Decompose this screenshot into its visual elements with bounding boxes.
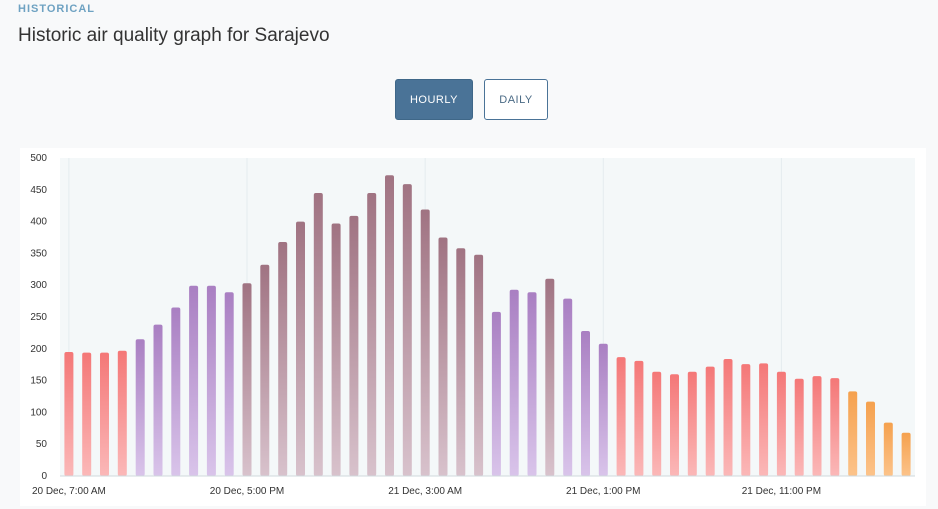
bar[interactable] (402, 184, 412, 476)
bar[interactable] (687, 371, 697, 476)
bar[interactable] (812, 376, 822, 476)
y-tick-label: 350 (30, 248, 47, 259)
page-title: Historic air quality graph for Sarajevo (18, 25, 330, 46)
bar[interactable] (135, 339, 145, 476)
bar[interactable] (171, 307, 181, 477)
x-tick-label: 21 Dec, 11:00 PM (742, 486, 821, 497)
bar[interactable] (634, 360, 644, 476)
bar[interactable] (296, 221, 305, 476)
bar[interactable] (866, 401, 875, 476)
y-tick-label: 250 (30, 312, 47, 323)
x-tick-label: 20 Dec, 5:00 PM (210, 486, 284, 497)
x-tick-label: 21 Dec, 3:00 AM (388, 486, 462, 497)
y-tick-label: 0 (41, 471, 47, 482)
bar[interactable] (581, 331, 590, 476)
daily-button[interactable]: DAILY (484, 79, 548, 120)
bar[interactable] (313, 193, 323, 476)
bar[interactable] (438, 237, 448, 477)
x-tick-label: 21 Dec, 1:00 PM (566, 486, 640, 497)
bar[interactable] (848, 391, 858, 476)
bar[interactable] (705, 366, 715, 476)
bar[interactable] (117, 350, 127, 476)
bar[interactable] (741, 364, 751, 476)
bar[interactable] (474, 254, 484, 476)
bar[interactable] (830, 378, 840, 476)
bar[interactable] (420, 209, 430, 477)
bar[interactable] (563, 298, 573, 476)
y-tick-label: 100 (30, 407, 47, 418)
y-tick-label: 200 (30, 344, 47, 355)
bar[interactable] (100, 352, 109, 476)
y-tick-label: 150 (30, 376, 47, 387)
bar[interactable] (331, 223, 341, 477)
x-tick-label: 20 Dec, 7:00 AM (32, 486, 106, 497)
bar[interactable] (64, 352, 74, 476)
bar[interactable] (189, 285, 199, 476)
y-tick-label: 300 (30, 280, 47, 291)
bar[interactable] (278, 242, 288, 476)
bar[interactable] (509, 289, 519, 476)
bar[interactable] (367, 193, 377, 476)
section-eyebrow: HISTORICAL (18, 3, 96, 15)
bar[interactable] (385, 175, 394, 476)
bar[interactable] (491, 311, 501, 476)
bar[interactable] (82, 352, 92, 476)
hourly-button[interactable]: HOURLY (395, 79, 473, 120)
bar[interactable] (456, 248, 466, 476)
bar[interactable] (545, 278, 555, 476)
y-tick-label: 50 (36, 439, 48, 450)
y-tick-label: 450 (30, 185, 47, 196)
bar[interactable] (616, 357, 626, 476)
plot-area (60, 158, 915, 476)
bar[interactable] (670, 374, 679, 476)
bar[interactable] (527, 292, 537, 476)
bar[interactable] (224, 292, 234, 476)
bar[interactable] (153, 324, 163, 476)
bar[interactable] (206, 285, 216, 476)
y-tick-label: 400 (30, 217, 47, 228)
y-tick-label: 500 (30, 153, 47, 164)
bar[interactable] (776, 371, 786, 476)
bar[interactable] (260, 264, 270, 476)
bar[interactable] (652, 371, 662, 476)
bar[interactable] (901, 432, 911, 476)
bar[interactable] (349, 215, 359, 476)
bar[interactable] (723, 359, 733, 476)
bar[interactable] (759, 363, 769, 476)
bar[interactable] (794, 378, 804, 476)
bar[interactable] (883, 422, 893, 476)
bar[interactable] (242, 283, 252, 476)
bar[interactable] (598, 343, 608, 476)
